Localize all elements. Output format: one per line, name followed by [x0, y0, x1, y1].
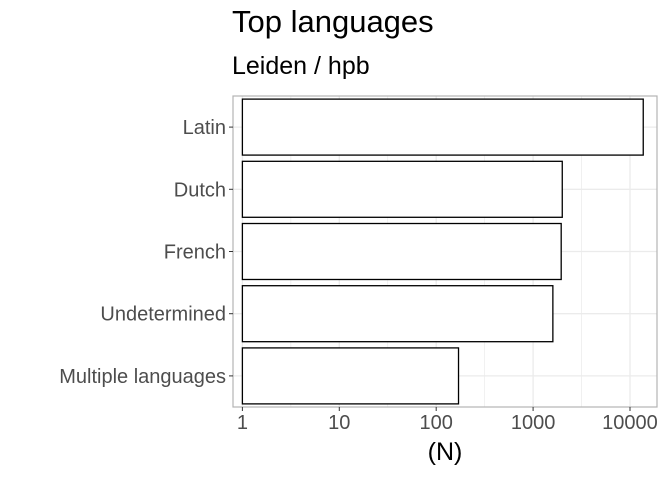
- bar-dutch: [241, 160, 563, 218]
- bars: [241, 98, 644, 405]
- x-tick-label: 10: [328, 412, 350, 434]
- y-tick-label: Multiple languages: [59, 366, 226, 388]
- y-tick-label: Latin: [183, 117, 226, 139]
- x-tick-label: 1000: [511, 412, 556, 434]
- x-tick-label: 100: [420, 412, 453, 434]
- bar-multiple-languages: [241, 347, 460, 405]
- x-axis-title: (N): [428, 438, 463, 466]
- x-ticks: 1 10 100 1000 10000: [237, 407, 658, 434]
- y-ticks: Latin Dutch French Undetermined Multiple lan…: [59, 117, 233, 388]
- chart-title: Top languages: [232, 4, 434, 39]
- y-tick-label: French: [164, 242, 226, 264]
- bar-undetermined: [241, 285, 554, 343]
- x-tick-label: 1: [237, 412, 248, 434]
- chart-subtitle: Leiden / hpb: [232, 52, 370, 80]
- bar-latin: [241, 98, 644, 156]
- bar-french: [241, 222, 562, 281]
- y-tick-label: Dutch: [174, 179, 226, 201]
- x-tick-label: 10000: [602, 412, 658, 434]
- y-tick-label: Undetermined: [100, 304, 226, 326]
